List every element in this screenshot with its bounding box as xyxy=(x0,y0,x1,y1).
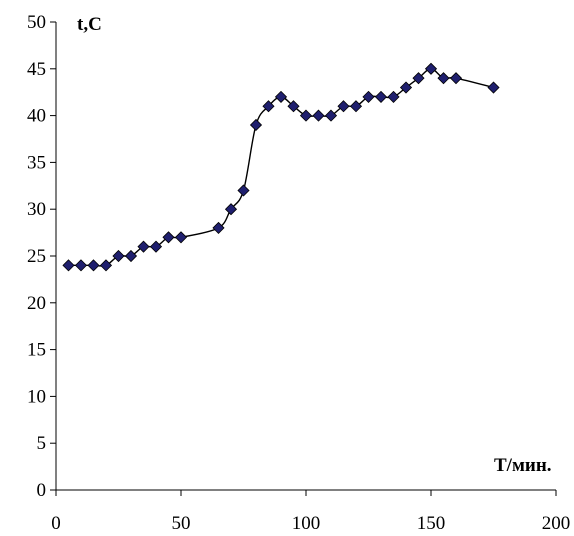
data-point xyxy=(312,109,325,122)
y-tick-label: 20 xyxy=(27,293,46,314)
y-tick-label: 40 xyxy=(27,106,46,127)
y-tick-label: 25 xyxy=(27,246,46,267)
y-tick-label: 10 xyxy=(27,386,46,407)
data-point xyxy=(399,81,413,94)
y-tick-label: 35 xyxy=(27,152,46,173)
data-point xyxy=(374,90,388,103)
y-tick-label: 15 xyxy=(27,340,46,361)
y-tick-label: 50 xyxy=(27,12,46,33)
data-point xyxy=(174,231,188,244)
data-point xyxy=(362,90,375,103)
y-tick-label: 5 xyxy=(37,433,47,454)
x-axis-title: T/мин. xyxy=(494,455,552,476)
x-tick-label: 100 xyxy=(292,513,321,534)
data-point xyxy=(149,240,163,253)
data-markers xyxy=(62,62,500,272)
data-point xyxy=(337,100,350,113)
data-point xyxy=(349,100,363,113)
data-point xyxy=(112,249,125,263)
data-point xyxy=(74,259,88,272)
y-tick-label: 45 xyxy=(27,59,46,80)
x-tick-label: 200 xyxy=(542,513,571,534)
x-tick-label: 50 xyxy=(172,513,191,534)
y-axis-ticks: 0 5 10 15 20 25 30 35 40 45 50 xyxy=(27,12,56,501)
data-point xyxy=(62,259,75,272)
data-point xyxy=(224,203,238,216)
data-point xyxy=(249,118,263,132)
data-point xyxy=(449,72,463,85)
data-point xyxy=(237,184,250,197)
y-tick-label: 30 xyxy=(27,199,46,220)
data-point xyxy=(487,81,500,94)
data-point xyxy=(424,62,438,75)
data-point xyxy=(412,72,425,85)
data-point xyxy=(137,240,150,253)
data-point xyxy=(287,100,300,113)
data-point xyxy=(212,221,225,234)
data-point xyxy=(387,90,400,103)
data-point xyxy=(124,249,138,263)
data-point xyxy=(99,259,113,272)
data-point xyxy=(274,90,288,103)
x-axis-ticks: 0 50 100 150 200 xyxy=(51,490,570,534)
y-tick-label: 0 xyxy=(37,480,47,501)
data-point xyxy=(162,231,175,244)
data-point xyxy=(262,100,275,113)
data-point xyxy=(437,72,450,85)
x-tick-label: 0 xyxy=(51,513,61,534)
data-point xyxy=(324,109,338,122)
y-axis-title: t,C xyxy=(77,14,102,35)
data-point xyxy=(299,109,313,122)
data-point xyxy=(87,259,100,272)
x-tick-label: 150 xyxy=(417,513,446,534)
